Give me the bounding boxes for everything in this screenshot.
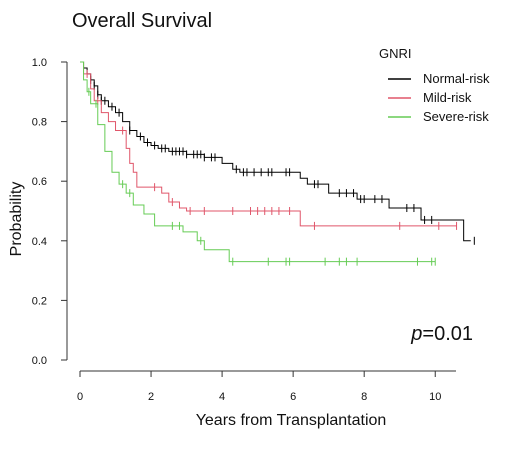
y-tick-label: 0.0 — [32, 355, 47, 367]
series-mild-risk — [80, 61, 458, 230]
x-tick-label: 10 — [429, 391, 441, 403]
legend: GNRI Normal-risk Mild-risk Severe-risk — [379, 46, 490, 124]
legend-label-mild-risk: Mild-risk — [423, 90, 472, 105]
series-line-severe-risk — [80, 61, 436, 263]
series-line-normal-risk — [80, 61, 471, 242]
axes: 0.0 0.2 0.4 0.6 0.8 1.0 0 2 4 6 8 10 — [32, 57, 456, 403]
p-value-annotation: p=0.01 — [410, 323, 473, 345]
series-severe-risk — [80, 61, 436, 266]
x-tick-label: 8 — [361, 391, 367, 403]
y-tick-label: 0.4 — [32, 236, 47, 248]
x-tick-label: 0 — [77, 391, 83, 403]
y-tick-label: 0.2 — [32, 295, 47, 307]
x-ticks: 0 2 4 6 8 10 — [77, 371, 441, 403]
y-tick-label: 0.8 — [32, 117, 47, 129]
x-axis-label: Years from Transplantation — [196, 412, 387, 429]
y-ticks: 0.0 0.2 0.4 0.6 0.8 1.0 — [32, 57, 67, 367]
series-layer — [80, 61, 475, 266]
x-tick-label: 4 — [219, 391, 225, 403]
legend-items: Normal-risk Mild-risk Severe-risk — [388, 71, 490, 124]
legend-label-severe-risk: Severe-risk — [423, 109, 489, 124]
y-tick-label: 1.0 — [32, 57, 47, 69]
series-normal-risk — [80, 61, 475, 245]
series-line-mild-risk — [80, 61, 457, 227]
y-axis-label: Probability — [8, 182, 25, 257]
p-value-text: =0.01 — [422, 323, 473, 345]
x-tick-label: 6 — [290, 391, 296, 403]
y-tick-label: 0.6 — [32, 176, 47, 188]
legend-title: GNRI — [379, 46, 412, 61]
legend-label-normal-risk: Normal-risk — [423, 71, 490, 86]
p-value-prefix: p — [410, 323, 422, 345]
chart-title: Overall Survival — [72, 10, 212, 32]
x-tick-label: 2 — [148, 391, 154, 403]
